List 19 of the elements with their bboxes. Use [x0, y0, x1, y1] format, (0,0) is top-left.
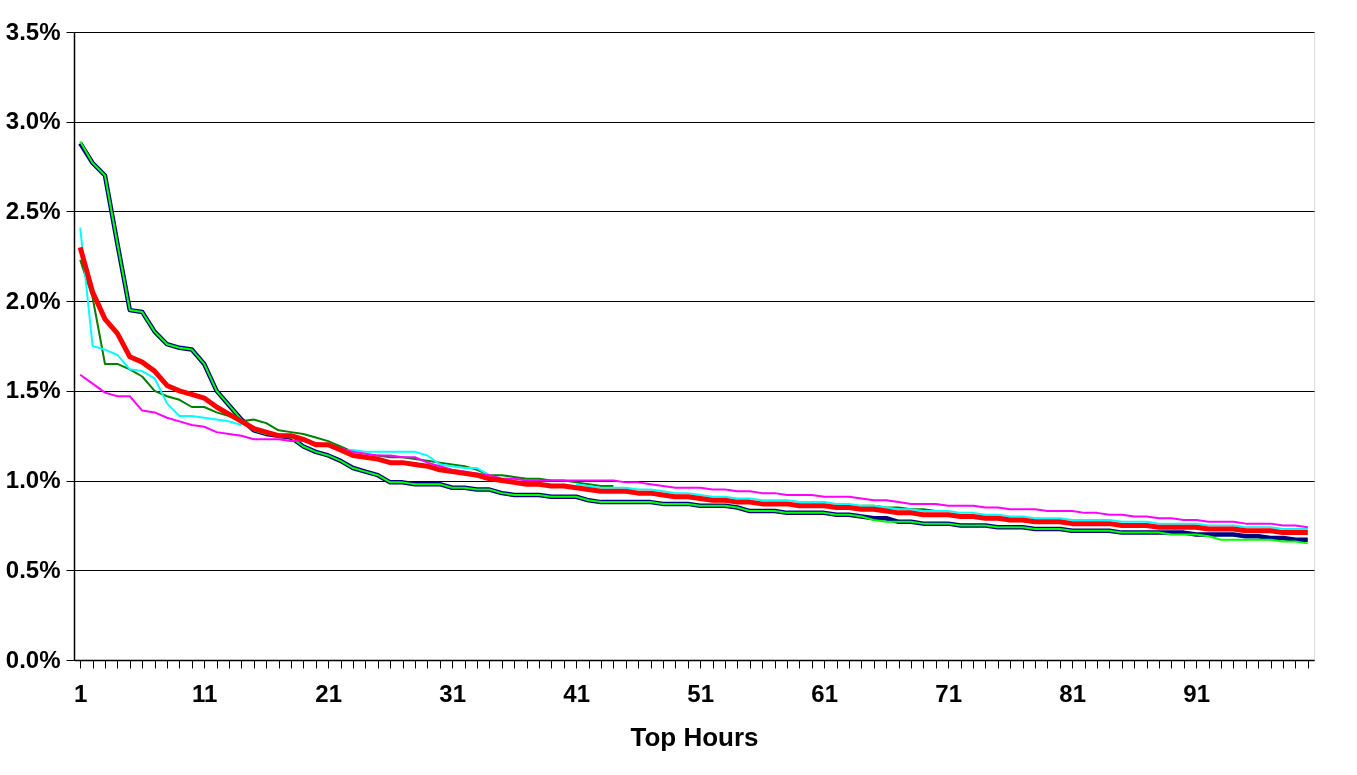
- y-tick-label: 2.5%: [5, 196, 61, 224]
- y-tick-label: 2.0%: [5, 286, 61, 314]
- x-tick-label: 61: [811, 679, 839, 707]
- x-tick-label: 81: [1059, 679, 1087, 707]
- x-tick-label: 51: [687, 679, 715, 707]
- x-tick-label: 71: [935, 679, 963, 707]
- y-tick-label: 0.5%: [5, 555, 61, 583]
- y-tick-label: 0.0%: [5, 645, 61, 673]
- x-tick-label: 21: [315, 679, 343, 707]
- x-tick-label: 1: [74, 679, 88, 707]
- y-tick-label: 1.0%: [5, 466, 61, 494]
- x-tick-label: 11: [192, 679, 218, 707]
- x-tick-label: 31: [439, 679, 467, 707]
- x-tick-label: 41: [563, 679, 591, 707]
- y-tick-label: 3.0%: [5, 107, 61, 135]
- y-tick-label: 1.5%: [5, 376, 61, 404]
- y-tick-label: 3.5%: [5, 17, 61, 45]
- x-tick-label: 91: [1183, 679, 1211, 707]
- x-axis-title: Top Hours: [630, 721, 759, 752]
